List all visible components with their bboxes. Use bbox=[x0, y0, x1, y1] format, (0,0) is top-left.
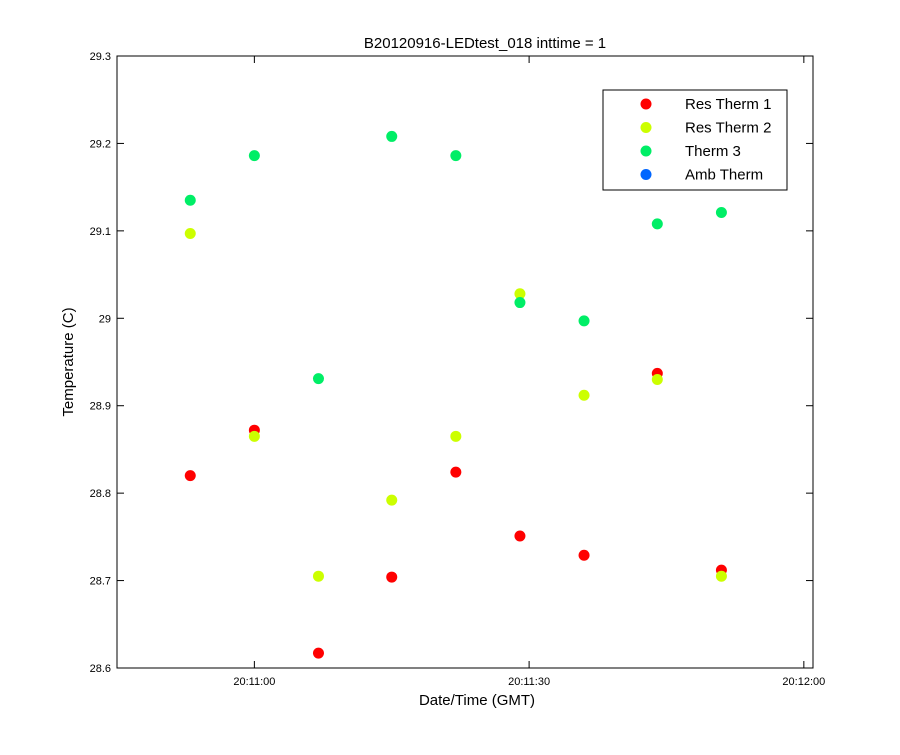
point-res-therm-1 bbox=[386, 571, 398, 583]
y-tick-label: 28.9 bbox=[90, 401, 111, 413]
point-res-therm-2 bbox=[651, 373, 663, 385]
point-res-therm-1 bbox=[450, 466, 462, 478]
x-axis: 20:11:00 20:11:30 20:12:00 bbox=[233, 56, 825, 688]
legend-marker-therm-3 bbox=[640, 145, 652, 157]
x-axis-label: Date/Time (GMT) bbox=[419, 692, 535, 709]
point-therm-3 bbox=[450, 150, 462, 162]
legend-marker-amb-therm bbox=[640, 169, 652, 180]
x-tick-label: 20:11:00 bbox=[233, 676, 275, 688]
y-tick-label: 29 bbox=[99, 313, 111, 325]
point-res-therm-2 bbox=[514, 288, 526, 300]
point-res-therm-1 bbox=[184, 470, 196, 482]
point-therm-3 bbox=[184, 194, 196, 206]
point-res-therm-2 bbox=[312, 570, 324, 582]
y-tick-label: 29.3 bbox=[90, 51, 111, 63]
legend-label-amb-therm: Amb Therm bbox=[685, 167, 763, 184]
point-therm-3 bbox=[651, 218, 663, 230]
legend-marker-res-therm-1 bbox=[640, 98, 652, 110]
point-res-therm-2 bbox=[184, 227, 196, 239]
point-res-therm-2 bbox=[715, 570, 727, 582]
point-res-therm-1 bbox=[312, 647, 324, 659]
legend-entries: Res Therm 1 Res Therm 2 Therm 3 Amb Therm bbox=[640, 96, 771, 184]
point-therm-3 bbox=[514, 297, 526, 309]
legend: Res Therm 1 Res Therm 2 Therm 3 Amb Therm bbox=[602, 89, 788, 191]
y-tick-label: 28.7 bbox=[90, 576, 111, 588]
point-res-therm-2 bbox=[386, 494, 398, 506]
point-res-therm-2 bbox=[578, 389, 590, 401]
point-res-therm-1 bbox=[578, 549, 590, 561]
point-res-therm-2 bbox=[248, 430, 260, 442]
chart-title: B20120916-LEDtest_018 inttime = 1 bbox=[364, 35, 606, 52]
y-tick-label: 29.1 bbox=[90, 226, 111, 238]
point-therm-3 bbox=[578, 315, 590, 327]
x-tick-label: 20:11:30 bbox=[508, 676, 550, 688]
legend-marker-res-therm-2 bbox=[640, 122, 652, 133]
point-res-therm-1 bbox=[514, 530, 526, 542]
point-therm-3 bbox=[248, 150, 260, 162]
y-axis: 28.6 28.7 28.8 28.9 29 29.1 29.2 29.3 bbox=[90, 51, 813, 675]
y-tick-label: 28.8 bbox=[90, 488, 111, 500]
y-tick-label: 29.2 bbox=[90, 138, 111, 150]
point-therm-3 bbox=[386, 130, 398, 142]
y-axis-label: Temperature (C) bbox=[60, 307, 77, 416]
x-tick-label: 20:12:00 bbox=[782, 676, 825, 688]
y-tick-label: 28.6 bbox=[90, 663, 111, 675]
point-res-therm-2 bbox=[450, 430, 462, 442]
data-points bbox=[184, 130, 727, 659]
point-therm-3 bbox=[312, 373, 324, 385]
legend-label-res-therm-1: Res Therm 1 bbox=[685, 96, 771, 113]
legend-label-res-therm-2: Res Therm 2 bbox=[685, 120, 771, 137]
legend-label-therm-3: Therm 3 bbox=[685, 143, 741, 160]
legend-box bbox=[602, 89, 788, 191]
point-therm-3 bbox=[715, 206, 727, 218]
